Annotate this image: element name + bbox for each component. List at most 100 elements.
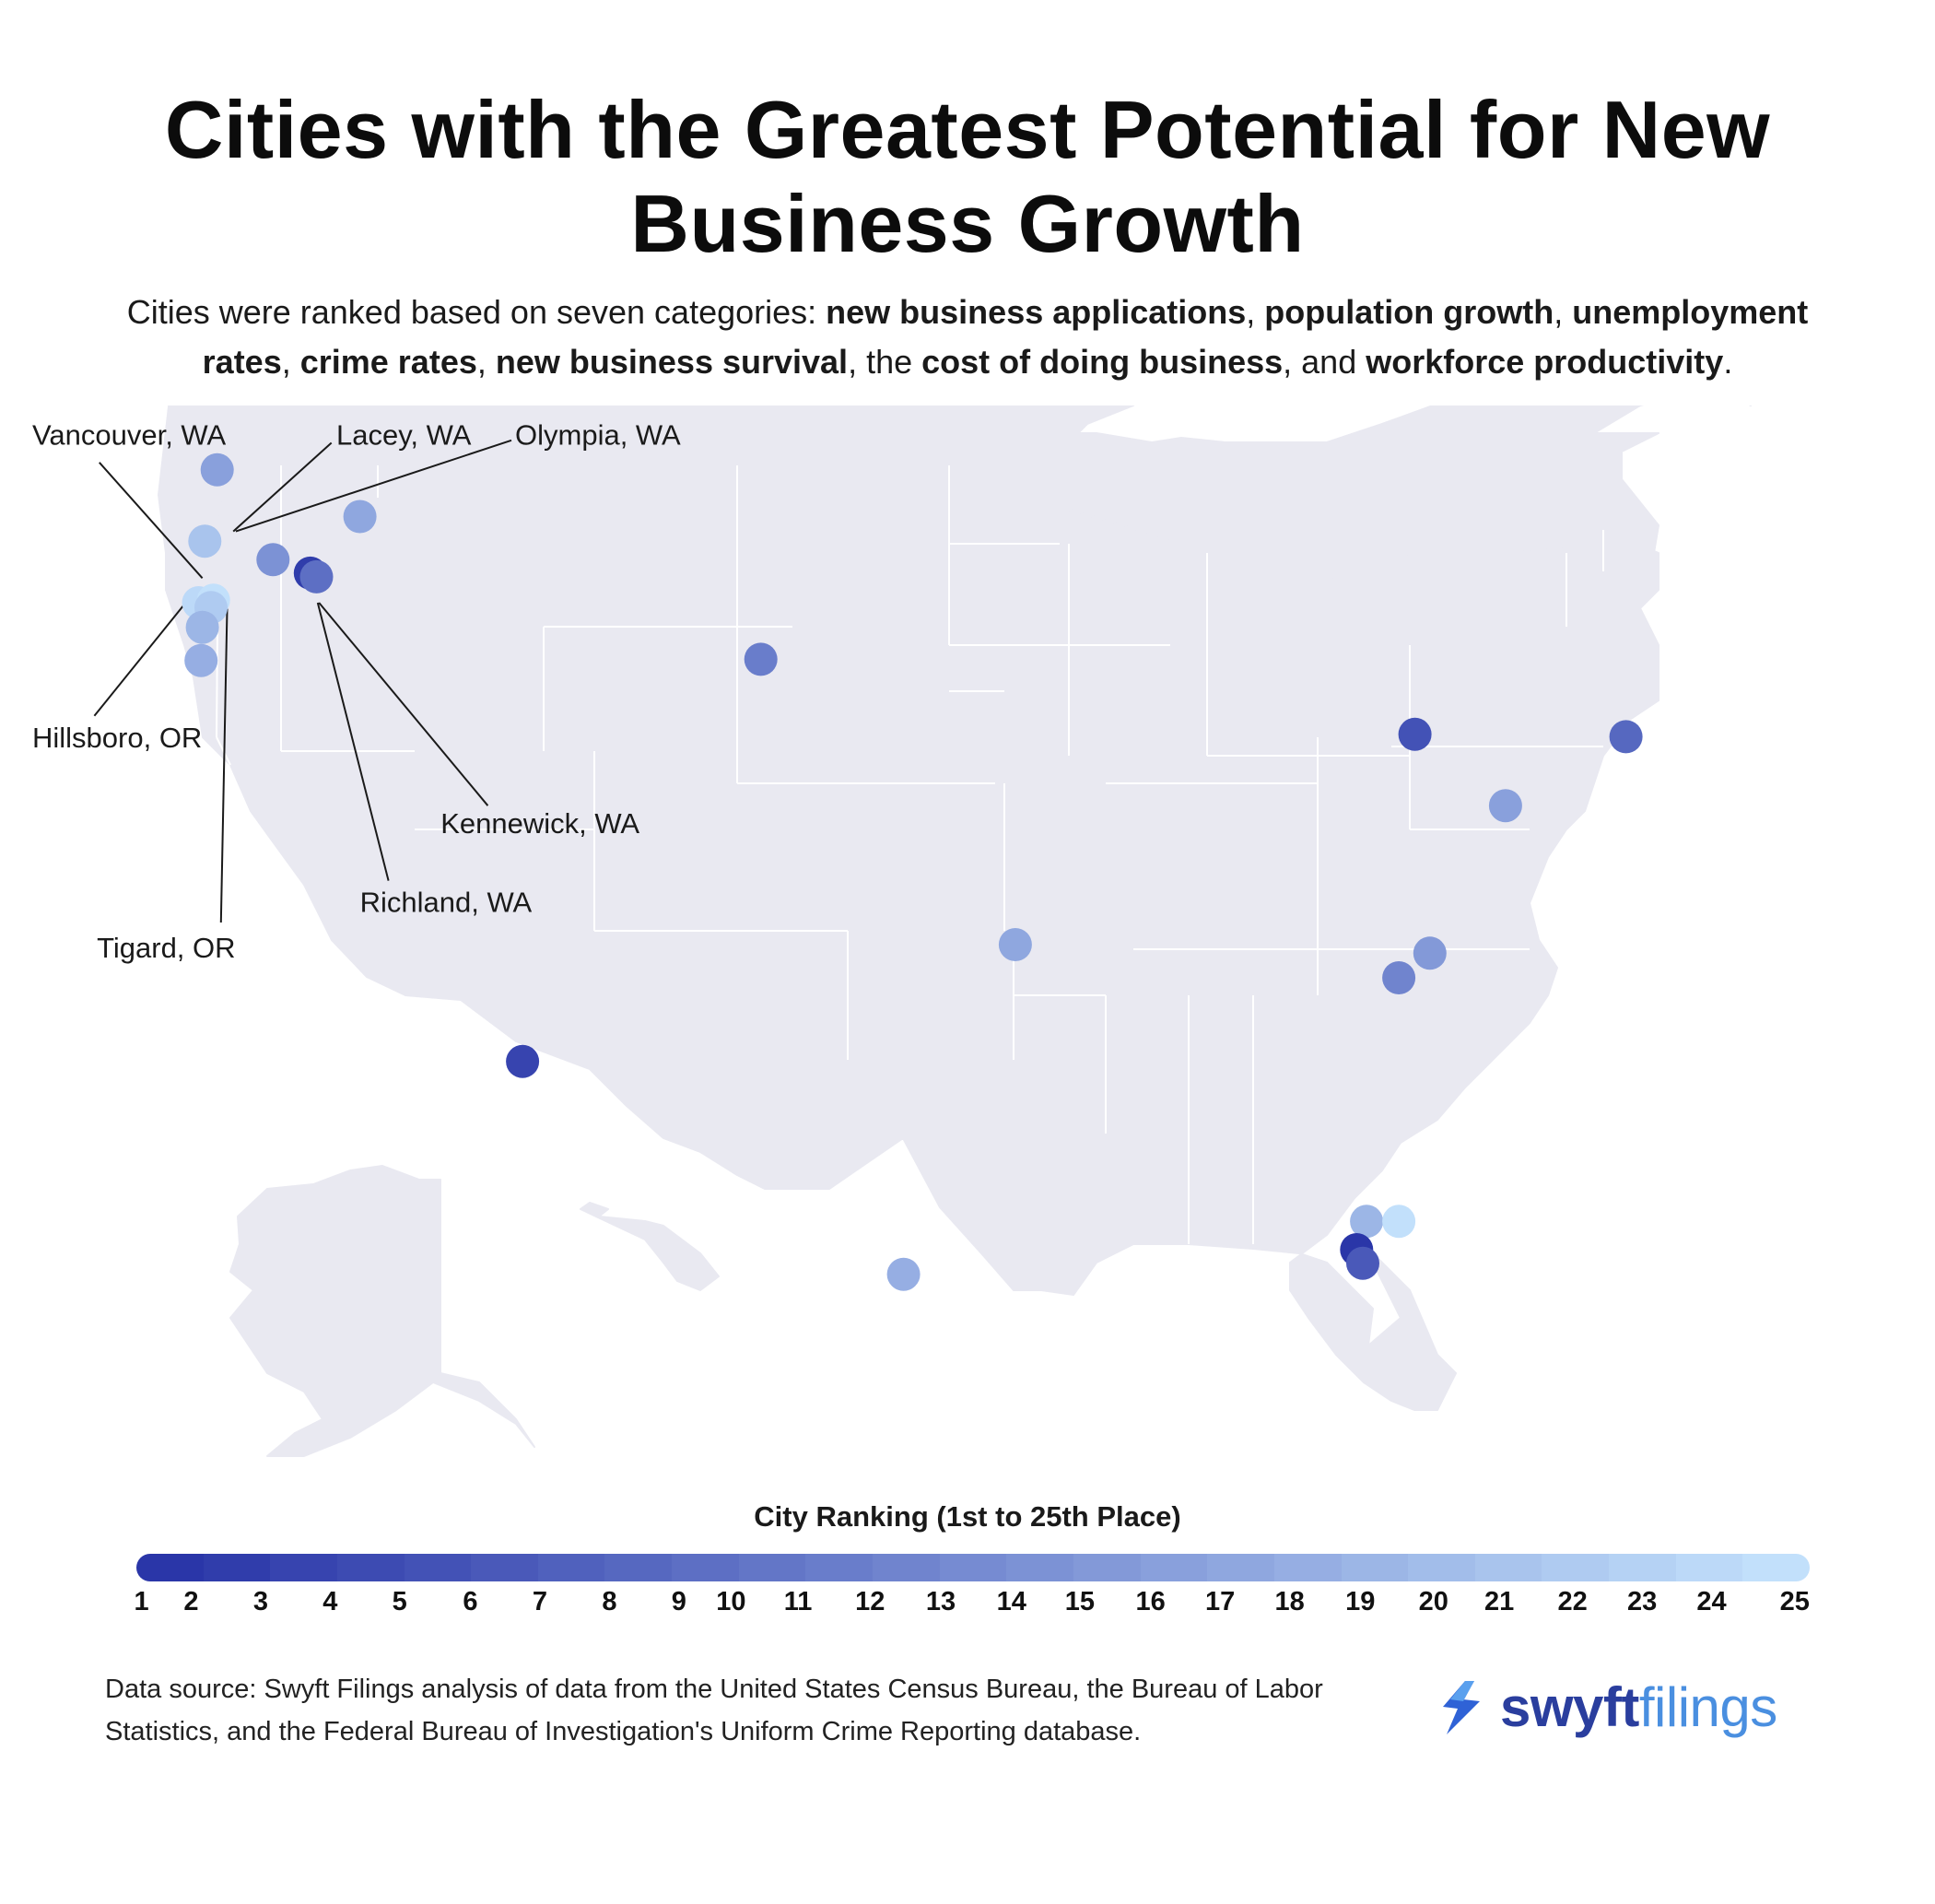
hawaii-shape (580, 1202, 720, 1291)
callout-leader (99, 462, 204, 579)
city-callout-label: Richland, WA (360, 887, 533, 919)
city-marker (200, 452, 234, 487)
subtitle-text: Cities were ranked based on seven catego… (126, 293, 827, 331)
subtitle-category: crime rates (299, 343, 477, 381)
legend-swatch (939, 1554, 1007, 1581)
city-callout-label: Lacey, WA (336, 419, 472, 452)
city-marker (185, 610, 219, 644)
legend-swatch (1408, 1554, 1475, 1581)
legend-tick-label: 13 (925, 1587, 956, 1616)
legend-swatch (537, 1554, 605, 1581)
legend-tick-label: 11 (783, 1587, 813, 1616)
subtitle-category: workforce productivity (1366, 343, 1724, 381)
legend-swatch (1073, 1554, 1141, 1581)
city-marker (506, 1044, 540, 1078)
legend-swatch (1140, 1554, 1208, 1581)
legend-tick-label: 23 (1626, 1587, 1658, 1616)
legend-tick-label: 18 (1274, 1587, 1305, 1616)
legend-tick-label: 2 (183, 1587, 199, 1616)
city-marker (744, 642, 778, 676)
legend-tick-label: 22 (1557, 1587, 1588, 1616)
city-marker (1382, 961, 1416, 994)
callout-leader (235, 439, 512, 533)
us-map: Vancouver, WA Lacey, WA Olympia, WA Hillsbo… (32, 405, 1752, 1457)
subtitle-category: cost of doing business (921, 343, 1284, 381)
subtitle-text: , and (1283, 343, 1366, 381)
legend-swatch (1273, 1554, 1342, 1581)
brand-logo: swyftfilings (1437, 1675, 1777, 1740)
legend-swatch (1609, 1554, 1676, 1581)
legend-tick-label: 4 (322, 1587, 338, 1616)
legend-swatch (270, 1554, 337, 1581)
legend-tick-label: 8 (602, 1587, 617, 1616)
city-marker (886, 1257, 921, 1291)
callout-leader-lines (93, 439, 512, 923)
subtitle-category: population growth (1264, 293, 1554, 331)
city-marker (998, 928, 1032, 961)
us-land (158, 405, 1752, 1457)
contiguous-us-south-shape (158, 455, 1659, 1411)
legend-swatch (1006, 1554, 1073, 1581)
subtitle-text: , (1554, 293, 1573, 331)
legend-tick-label: 5 (392, 1587, 407, 1616)
city-callout-label: Kennewick, WA (440, 807, 639, 840)
legend-swatch (1675, 1554, 1743, 1581)
legend-tick-label: 12 (855, 1587, 885, 1616)
legend-tick-label: 6 (463, 1587, 478, 1616)
legend-tick-label: 1 (134, 1587, 149, 1616)
brand-wordmark: swyftfilings (1500, 1676, 1777, 1738)
swyft-bolt-icon (1443, 1681, 1480, 1734)
legend-tick-label: 17 (1204, 1587, 1236, 1616)
city-callout-label: Tigard, OR (97, 932, 235, 964)
subtitle-text: , (476, 343, 496, 381)
legend-tick-label: 24 (1696, 1587, 1727, 1616)
callout-leader (232, 441, 333, 533)
legend-swatch (604, 1554, 673, 1581)
legend-swatch (203, 1554, 271, 1581)
callout-leader (219, 608, 229, 923)
subtitle-text: , the (848, 343, 922, 381)
alaska-shape (229, 1165, 535, 1457)
legend-swatch (136, 1554, 204, 1581)
legend-color-bar (136, 1554, 1810, 1581)
legend-tick-label: 9 (671, 1587, 686, 1616)
callout-leader (318, 602, 489, 806)
legend-swatch (672, 1554, 739, 1581)
legend-swatch (1742, 1554, 1810, 1581)
map-title: Cities with the Greatest Potential for N… (164, 84, 1771, 269)
city-callout-label: Vancouver, WA (32, 419, 227, 452)
subtitle-text: , (281, 343, 300, 381)
callout-leader (93, 604, 185, 717)
legend-swatch (1474, 1554, 1542, 1581)
legend-ticks: 1 2 3 4 5 6 7 8 9 10 11 12 13 14 15 16 17 18 19 20 21 22 23 24 2… (0, 1587, 1935, 1624)
legend-swatch (471, 1554, 538, 1581)
city-marker (1609, 720, 1643, 754)
legend-tick-label: 7 (532, 1587, 548, 1616)
legend-tick-label: 15 (1064, 1587, 1096, 1616)
subtitle-category: new business applications (826, 293, 1247, 331)
legend-swatch (404, 1554, 472, 1581)
city-marker (1346, 1246, 1379, 1280)
callout-leader (316, 602, 390, 881)
legend-tick-label: 3 (252, 1587, 268, 1616)
legend-tick-label: 14 (996, 1587, 1026, 1616)
city-marker (188, 524, 222, 558)
subtitle-category: unemployment rates (202, 293, 1809, 381)
legend-tick-label: 25 (1779, 1587, 1810, 1616)
map-subtitle: Cities were ranked based on seven catego… (83, 288, 1852, 387)
data-source: Data source: Swyft Filings analysis of d… (105, 1675, 1323, 1746)
city-callout-label: Hillsboro, OR (32, 722, 202, 754)
legend-tick-label: 20 (1418, 1587, 1448, 1616)
legend-swatch (1341, 1554, 1409, 1581)
subtitle-text: . (1723, 343, 1733, 381)
city-callout-label: Olympia, WA (515, 419, 681, 452)
legend-swatch (1542, 1554, 1610, 1581)
legend-title: City Ranking (1st to 25th Place) (754, 1500, 1181, 1533)
city-labels: Vancouver, WA Lacey, WA Olympia, WA Hillsbo… (32, 419, 681, 965)
city-marker (1413, 936, 1447, 970)
legend-swatch (336, 1554, 405, 1581)
legend-swatch (1207, 1554, 1274, 1581)
legend-tick-label: 16 (1135, 1587, 1166, 1616)
city-marker (1488, 789, 1522, 823)
legend-tick-label: 19 (1345, 1587, 1376, 1616)
